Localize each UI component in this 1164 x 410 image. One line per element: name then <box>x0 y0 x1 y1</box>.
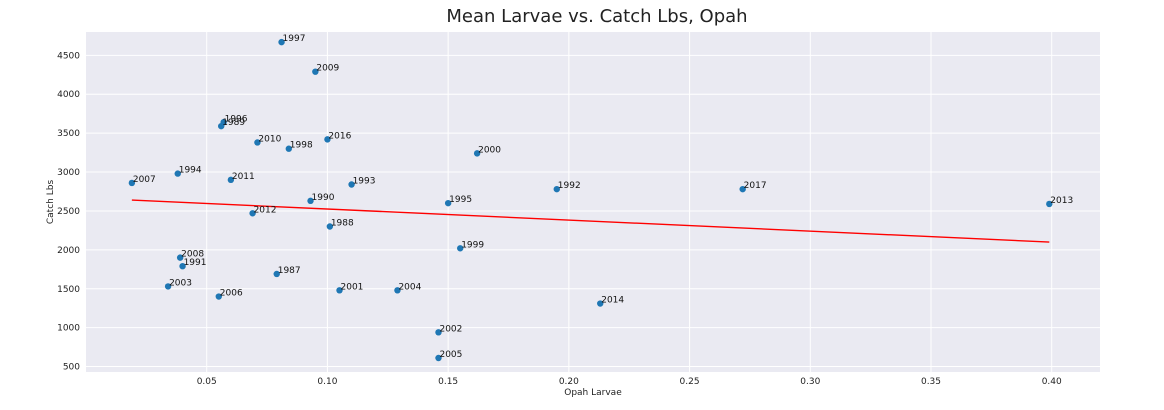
y-tick-label: 4500 <box>57 51 80 61</box>
y-tick-label: 2000 <box>57 246 80 256</box>
point-label: 1991 <box>184 258 207 268</box>
y-tick-label: 1000 <box>57 324 80 334</box>
data-point <box>174 170 181 177</box>
y-tick-label: 1500 <box>57 285 80 295</box>
point-label: 2005 <box>439 350 462 360</box>
point-label: 2000 <box>478 145 501 155</box>
point-label: 2001 <box>341 282 364 292</box>
point-label: 1998 <box>290 141 313 151</box>
data-point <box>312 68 319 75</box>
data-point <box>278 38 285 46</box>
x-axis-label: Opah Larvae <box>564 388 622 398</box>
data-point <box>1046 200 1053 208</box>
point-label: 1990 <box>312 193 335 203</box>
data-point <box>597 300 604 307</box>
y-tick-label: 4000 <box>57 90 80 100</box>
point-label: 1987 <box>278 266 301 276</box>
y-tick-label: 2500 <box>57 207 80 217</box>
point-label: 2004 <box>398 282 421 292</box>
data-point <box>249 210 256 217</box>
point-label: 2009 <box>316 64 339 74</box>
data-point <box>473 150 481 157</box>
data-point <box>128 179 136 187</box>
data-points <box>128 38 1053 362</box>
data-point <box>218 122 225 130</box>
y-tick-label: 3000 <box>57 168 80 178</box>
x-tick-label: 0.20 <box>559 377 579 387</box>
x-tick-label: 0.05 <box>197 377 217 387</box>
data-point <box>444 199 452 207</box>
trend-line <box>131 199 1050 243</box>
point-label: 1988 <box>331 219 354 229</box>
y-axis-label: Catch Lbs <box>46 180 56 225</box>
point-label: 1996 <box>225 114 248 124</box>
data-point <box>227 176 235 184</box>
point-label: 1999 <box>461 240 484 250</box>
data-point <box>176 254 184 261</box>
x-tick-label: 0.10 <box>317 377 337 387</box>
data-point <box>336 287 343 294</box>
data-point <box>285 145 292 152</box>
point-label: 2010 <box>258 134 281 144</box>
x-tick-label: 0.35 <box>921 377 941 387</box>
x-tick-label: 0.25 <box>680 377 700 387</box>
data-point <box>215 293 222 300</box>
data-point <box>457 245 464 252</box>
point-label: 1993 <box>353 176 376 186</box>
data-point <box>254 139 261 146</box>
chart-title: Mean Larvae vs. Catch Lbs, Opah <box>446 6 747 27</box>
point-label: 2012 <box>254 205 277 215</box>
y-tick-label: 3500 <box>57 129 80 139</box>
point-label: 2014 <box>601 296 624 306</box>
point-label: 2007 <box>133 175 156 185</box>
point-label: 2003 <box>169 278 192 288</box>
data-point <box>307 197 314 205</box>
data-point <box>179 262 186 270</box>
plot-area <box>86 32 1100 372</box>
point-label: 1997 <box>283 34 306 44</box>
point-label: 1995 <box>449 195 472 205</box>
data-point <box>324 136 331 143</box>
point-label: 2013 <box>1050 196 1073 206</box>
x-axis-ticks: 0.05 0.10 0.15 0.20 0.25 0.30 0.35 0.40 <box>197 377 1062 387</box>
data-point <box>394 287 401 294</box>
point-label: 2016 <box>328 131 351 141</box>
point-label: 2006 <box>220 289 243 299</box>
trendline <box>131 199 1050 243</box>
data-point <box>739 185 746 193</box>
data-point <box>326 223 334 230</box>
y-tick-label: 500 <box>63 363 80 373</box>
point-label: 1989 <box>222 118 245 128</box>
data-point <box>435 354 442 362</box>
data-point <box>553 185 560 193</box>
point-label: 2008 <box>181 250 204 260</box>
data-point <box>164 283 172 290</box>
x-tick-label: 0.15 <box>438 377 458 387</box>
point-label: 2017 <box>744 181 767 191</box>
y-axis-ticks: 500 1000 1500 2000 2500 3000 3500 4000 4500 <box>57 51 80 372</box>
data-point <box>348 181 355 188</box>
x-tick-label: 0.30 <box>800 377 820 387</box>
point-label: 2011 <box>232 172 255 182</box>
data-point <box>435 329 442 336</box>
point-label: 2002 <box>439 324 462 334</box>
x-tick-label: 0.40 <box>1042 377 1062 387</box>
point-label: 1994 <box>179 166 202 176</box>
grid <box>86 32 1100 372</box>
data-point <box>273 270 280 278</box>
point-label: 1992 <box>558 181 581 191</box>
